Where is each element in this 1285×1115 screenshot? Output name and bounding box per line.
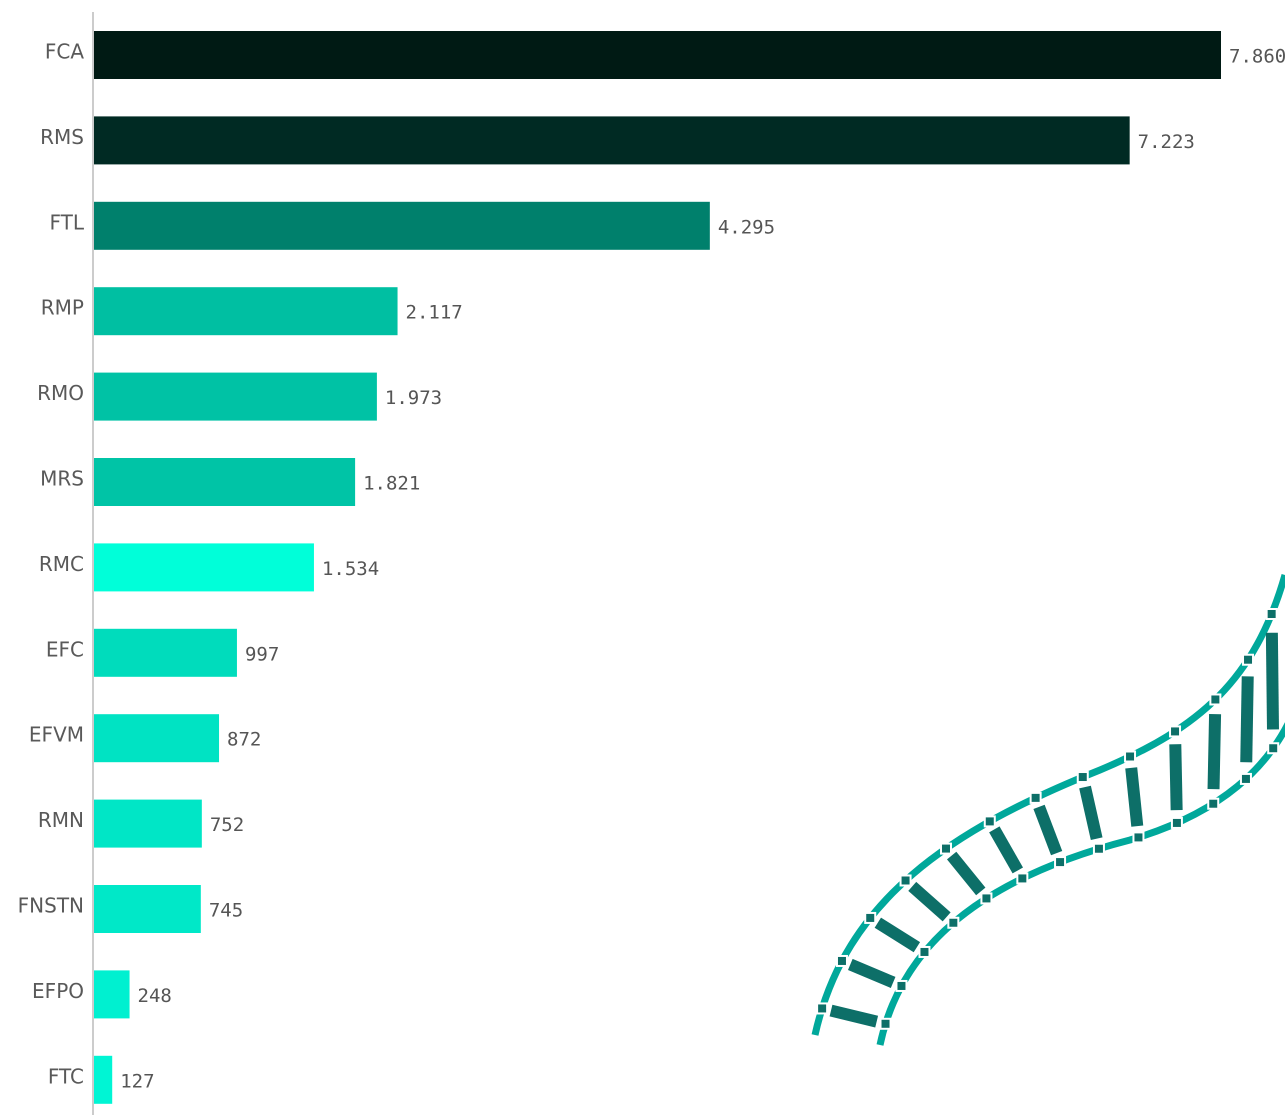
rail-bolt [1242, 653, 1255, 666]
value-label: 1.534 [322, 558, 379, 580]
rail-bolt [1209, 693, 1222, 706]
rail-bolt [980, 892, 993, 905]
value-label: 1.821 [363, 473, 420, 495]
rail-bolt [1054, 856, 1067, 869]
bar [94, 714, 220, 763]
rail-tie [1169, 744, 1183, 811]
category-label: FTC [48, 1064, 84, 1088]
rail-bolt [816, 1002, 829, 1015]
rail-bolt [940, 842, 953, 855]
bar [94, 116, 1130, 165]
bar [94, 799, 202, 848]
rail-bolt [879, 1017, 892, 1030]
bar [94, 287, 398, 336]
rail-bolt [1016, 872, 1029, 885]
rail-bolt [835, 954, 848, 967]
bar [94, 543, 314, 592]
category-label: FTL [49, 210, 84, 234]
bar [94, 885, 201, 933]
category-label: RMC [39, 552, 84, 576]
rail-tie [847, 958, 896, 988]
value-label: 2.117 [406, 302, 463, 324]
rail-bolt [1265, 607, 1278, 620]
category-label: RMN [38, 808, 84, 832]
bar [94, 31, 1221, 79]
category-label: EFC [46, 637, 84, 661]
value-label: 872 [227, 729, 261, 751]
rail-bolt [1169, 725, 1182, 738]
rail-bolt [1029, 791, 1042, 804]
rail-tie [947, 851, 986, 896]
rail-bolt [1076, 771, 1089, 784]
bar [94, 628, 237, 677]
category-label: RMS [40, 125, 84, 149]
bar [94, 970, 130, 1019]
category-label: FNSTN [18, 894, 84, 918]
rail [876, 722, 1285, 1046]
value-label: 248 [138, 985, 172, 1007]
railway-decoration [811, 574, 1285, 1046]
category-label: RMO [37, 381, 84, 405]
rail-tie [829, 1004, 879, 1028]
value-label: 127 [120, 1070, 154, 1092]
rail-bolt [1207, 797, 1220, 810]
rail-bolt [899, 874, 912, 887]
rail-bolt [1267, 742, 1280, 755]
rail-tie [874, 917, 921, 953]
bar [94, 201, 710, 250]
value-label: 745 [209, 900, 243, 922]
bar [94, 1055, 113, 1104]
value-label: 4.295 [718, 216, 775, 238]
value-label: 752 [210, 814, 244, 836]
category-label: MRS [40, 467, 84, 491]
rail-bolt [1239, 772, 1252, 785]
category-label: FCA [45, 40, 84, 64]
value-label: 1.973 [385, 387, 442, 409]
rail-tie [1240, 676, 1254, 763]
rail-bolt [864, 911, 877, 924]
rail-bolt [1170, 816, 1183, 829]
rail-bolt [1132, 831, 1145, 844]
rail-bolt [947, 916, 960, 929]
rail-bolt [918, 945, 931, 958]
rail-tie [989, 826, 1023, 874]
rail-tie [1207, 713, 1222, 790]
rail-bolt [1092, 842, 1105, 855]
category-label: EFVM [29, 723, 84, 747]
rail-bolt [895, 979, 908, 992]
category-label: RMP [41, 296, 84, 320]
rail-tie [908, 881, 951, 922]
value-label: 997 [245, 643, 279, 665]
value-label: 7.860 [1229, 46, 1285, 68]
rail-tie [1033, 804, 1063, 856]
value-label: 7.223 [1138, 131, 1195, 153]
bar [94, 372, 377, 421]
rail-bolt [1124, 750, 1137, 763]
rail-tie [1265, 632, 1279, 730]
category-label: EFPO [32, 979, 84, 1003]
bar [94, 458, 356, 506]
rail-tie [1125, 767, 1144, 827]
rail-bolt [983, 815, 996, 828]
rail-tie [1079, 785, 1103, 841]
